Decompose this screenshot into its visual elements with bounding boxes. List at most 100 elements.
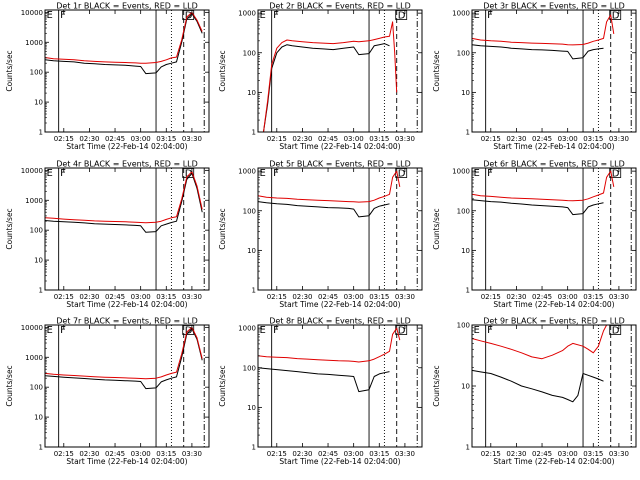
annotation-left: F bbox=[60, 325, 66, 336]
annotation-right: E bbox=[260, 10, 266, 21]
y-tick-label: 10 bbox=[34, 99, 43, 107]
events-series-line bbox=[44, 13, 203, 75]
y-tick-label: 1 bbox=[252, 129, 256, 137]
x-tick-label: 03:15 bbox=[583, 450, 603, 458]
x-tick-label: 03:00 bbox=[131, 135, 151, 143]
panel-title: Det 2r BLACK = Events, RED = LLD bbox=[269, 2, 411, 11]
events-series-line bbox=[257, 367, 390, 393]
y-tick-label: 100 bbox=[243, 207, 256, 215]
events-series-line bbox=[44, 172, 203, 233]
x-tick-label: 03:15 bbox=[583, 135, 603, 143]
y-tick-label: 100 bbox=[30, 384, 43, 392]
x-tick-label: 02:30 bbox=[506, 135, 526, 143]
y-tick-label: 1 bbox=[39, 287, 43, 295]
annotation-right: E bbox=[47, 10, 53, 21]
y-tick-label: 1000 bbox=[452, 168, 470, 176]
annotation-right: E bbox=[260, 168, 266, 179]
plot-frame bbox=[257, 9, 423, 133]
y-tick-label: 1000 bbox=[25, 354, 43, 362]
y-tick-label: 100 bbox=[30, 227, 43, 235]
x-axis-label: Start Time (22-Feb-14 02:04:00) bbox=[493, 457, 614, 466]
y-tick-label: 1000 bbox=[25, 39, 43, 47]
x-axis-label: Start Time (22-Feb-14 02:04:00) bbox=[66, 300, 187, 309]
panel-title: Det 4r BLACK = Events, RED = LLD bbox=[56, 160, 198, 169]
annotation-left: F bbox=[273, 168, 279, 179]
annotation-left: F bbox=[487, 168, 493, 179]
x-tick-label: 02:15 bbox=[54, 293, 74, 301]
x-tick-label: 03:30 bbox=[395, 450, 415, 458]
y-tick-label: 1000 bbox=[238, 168, 256, 176]
annotation-right: E bbox=[47, 168, 53, 179]
plot-frame bbox=[471, 167, 637, 291]
lld-series-line bbox=[471, 324, 608, 360]
annotation-box-label: D bbox=[398, 168, 406, 179]
x-tick-label: 02:30 bbox=[79, 293, 99, 301]
annotation-right: E bbox=[474, 168, 480, 179]
y-tick-label: 10 bbox=[461, 383, 470, 391]
x-tick-label: 02:15 bbox=[54, 450, 74, 458]
x-tick-label: 02:45 bbox=[105, 293, 125, 301]
x-tick-label: 03:30 bbox=[182, 293, 202, 301]
x-axis-label: Start Time (22-Feb-14 02:04:00) bbox=[493, 142, 614, 151]
y-tick-label: 100 bbox=[30, 69, 43, 77]
annotation-box-label: D bbox=[612, 10, 620, 21]
y-tick-label: 100 bbox=[457, 207, 470, 215]
x-tick-label: 02:45 bbox=[318, 135, 338, 143]
y-tick-label: 10000 bbox=[21, 324, 43, 332]
lld-series-line bbox=[263, 21, 398, 133]
y-tick-label: 1000 bbox=[452, 10, 470, 18]
plot-frame bbox=[257, 324, 423, 448]
plot-frame bbox=[257, 167, 423, 291]
annotation-box-label: D bbox=[185, 168, 193, 179]
panel-title: Det 8r BLACK = Events, RED = LLD bbox=[269, 317, 411, 326]
annotation-left: F bbox=[60, 168, 66, 179]
x-tick-label: 03:00 bbox=[344, 135, 364, 143]
y-tick-label: 1000 bbox=[238, 325, 256, 333]
x-tick-label: 03:00 bbox=[558, 135, 578, 143]
plot-frame bbox=[471, 324, 637, 448]
panel-title: Det 5r BLACK = Events, RED = LLD bbox=[269, 160, 411, 169]
annotation-box-label: D bbox=[612, 325, 620, 336]
events-series-line bbox=[44, 328, 203, 390]
lld-series-line bbox=[471, 170, 615, 202]
y-tick-label: 1 bbox=[466, 444, 470, 452]
events-series-line bbox=[257, 201, 390, 218]
annotation-box-label: D bbox=[612, 168, 620, 179]
x-axis-label: Start Time (22-Feb-14 02:04:00) bbox=[279, 142, 400, 151]
lld-series-line bbox=[257, 327, 401, 363]
y-tick-label: 1 bbox=[39, 129, 43, 137]
y-tick-label: 100 bbox=[457, 322, 470, 330]
x-axis-label: Start Time (22-Feb-14 02:04:00) bbox=[66, 142, 187, 151]
x-tick-label: 02:30 bbox=[79, 135, 99, 143]
x-tick-label: 03:15 bbox=[156, 135, 176, 143]
x-tick-label: 02:15 bbox=[481, 450, 501, 458]
x-tick-label: 03:00 bbox=[131, 293, 151, 301]
y-tick-label: 100 bbox=[457, 49, 470, 57]
x-tick-label: 03:00 bbox=[344, 293, 364, 301]
x-tick-label: 03:15 bbox=[583, 293, 603, 301]
y-tick-label: 1 bbox=[39, 444, 43, 452]
annotation-right: E bbox=[47, 325, 53, 336]
x-tick-label: 03:15 bbox=[369, 450, 389, 458]
y-tick-label: 1000 bbox=[25, 197, 43, 205]
annotation-left: F bbox=[60, 10, 66, 21]
y-tick-label: 1 bbox=[252, 287, 256, 295]
annotation-right: E bbox=[474, 10, 480, 21]
plot-frame bbox=[471, 9, 637, 133]
x-tick-label: 02:15 bbox=[267, 293, 287, 301]
annotation-left: F bbox=[487, 325, 493, 336]
lld-series-line bbox=[44, 11, 203, 64]
x-tick-label: 03:15 bbox=[369, 293, 389, 301]
y-axis-label: Counts/sec bbox=[218, 50, 227, 91]
y-tick-label: 100 bbox=[243, 364, 256, 372]
plot-frame bbox=[44, 167, 210, 291]
y-tick-label: 10 bbox=[247, 89, 256, 97]
